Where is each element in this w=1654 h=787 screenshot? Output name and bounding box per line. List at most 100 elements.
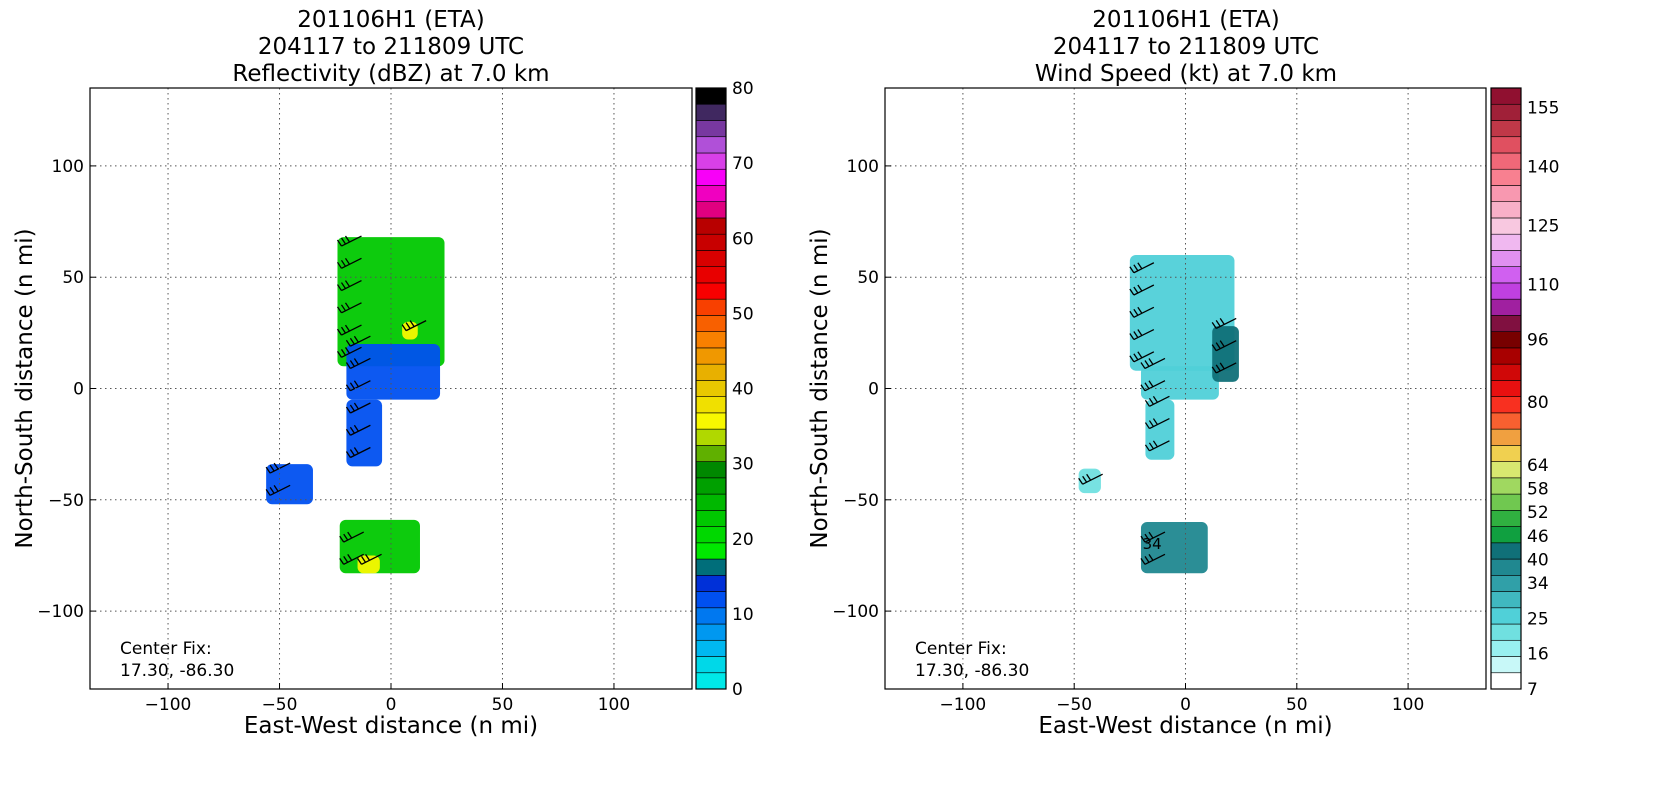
wind-barb	[1140, 357, 1166, 370]
colorbar-swatch	[1490, 623, 1522, 641]
wind-barb	[336, 279, 362, 292]
colorbar-swatch	[1490, 380, 1522, 397]
colorbar-swatch	[695, 87, 727, 105]
colorbar-tick-label: 125	[1527, 216, 1559, 236]
colorbar-swatch	[1490, 120, 1522, 138]
colorbar-tick-label: 80	[1527, 393, 1549, 413]
colorbar-swatch	[695, 623, 727, 641]
chart-panel-1: 201106H1 (ETA)204117 to 211809 UTCReflec…	[12, 7, 754, 739]
colorbar-swatch	[1490, 136, 1522, 154]
colorbar-tick-label: 0	[732, 680, 743, 700]
colorbar-tick-label: 30	[732, 455, 754, 475]
colorbar-swatch	[1490, 428, 1522, 446]
x-tick-label: −100	[145, 695, 192, 715]
colorbar-swatch	[695, 380, 727, 397]
colorbar-swatch	[695, 477, 727, 495]
colorbar-swatch	[695, 558, 727, 576]
wind-barb	[1140, 531, 1166, 543]
colorbar-swatch	[1490, 233, 1522, 251]
colorbar-swatch	[1490, 558, 1522, 576]
colorbar-tick-label: 10	[732, 605, 754, 625]
y-tick-label: 0	[73, 380, 84, 400]
colorbar-tick-label: 58	[1527, 480, 1549, 500]
colorbar-tick-label: 60	[732, 229, 754, 249]
colorbar-swatch	[1490, 152, 1522, 170]
colorbar-swatch	[1490, 542, 1522, 560]
x-tick-label: 0	[1180, 695, 1191, 715]
y-tick-label: 50	[857, 268, 879, 288]
colorbar-swatch	[695, 542, 727, 560]
colorbar: 0 10 20 30 40 50 60 70 80	[695, 79, 754, 700]
colorbar-tick-label: 96	[1527, 330, 1549, 350]
center-fix-label: Center Fix:	[120, 639, 212, 659]
colorbar-swatch	[695, 428, 727, 446]
colorbar-swatch	[695, 266, 727, 284]
wind-barb	[336, 346, 362, 358]
echo-region	[1212, 326, 1239, 382]
colorbar-swatch	[1490, 185, 1522, 203]
grid	[885, 88, 1486, 689]
colorbar-swatch	[695, 461, 727, 479]
colorbar-swatch	[1490, 347, 1522, 365]
y-tick-label: −100	[37, 602, 84, 622]
colorbar-tick-label: 52	[1527, 503, 1549, 523]
colorbar-tick-label: 25	[1527, 609, 1549, 629]
x-tick-label: 100	[1392, 695, 1424, 715]
colorbar-swatch	[695, 282, 727, 300]
colorbar-swatch	[695, 217, 727, 235]
echo-region	[266, 464, 313, 505]
chart-title-line-3: Reflectivity (dBZ) at 7.0 km	[232, 61, 549, 87]
x-tick-label: −100	[940, 695, 987, 715]
center-fix-value: 17.30, -86.30	[915, 661, 1029, 681]
colorbar-swatch	[695, 639, 727, 657]
colorbar-swatch	[1490, 656, 1522, 674]
colorbar-tick-label: 40	[1527, 550, 1549, 570]
colorbar-swatch	[695, 120, 727, 138]
colorbar-swatch	[1490, 445, 1522, 462]
colorbar-tick-label: 70	[732, 154, 754, 174]
wind-barb	[345, 357, 371, 370]
echo-region	[337, 237, 445, 367]
colorbar-tick-label: 80	[732, 79, 754, 99]
colorbar-swatch	[1490, 412, 1522, 430]
colorbar-swatch	[1490, 282, 1522, 300]
colorbar-swatch	[695, 607, 727, 625]
echo-region	[1129, 254, 1235, 371]
y-tick-label: 50	[62, 268, 84, 288]
colorbar-tick-label: 34	[1527, 574, 1549, 594]
x-axis-label: East-West distance (n mi)	[1038, 713, 1332, 739]
wind-barb	[1129, 328, 1155, 341]
colorbar-swatch	[1490, 461, 1522, 479]
y-tick-label: −50	[843, 491, 879, 511]
colorbar-swatch	[695, 412, 727, 430]
y-tick-label: −50	[48, 491, 84, 511]
wind-barb	[1144, 440, 1170, 452]
colorbar-swatch	[695, 493, 727, 511]
wind-barb	[1211, 317, 1237, 329]
colorbar-swatch	[695, 298, 727, 316]
wind-barb	[401, 320, 427, 332]
colorbar-swatch	[695, 574, 727, 592]
colorbar-swatch	[1490, 591, 1522, 609]
wind-barb	[345, 335, 371, 347]
colorbar-frame	[695, 87, 727, 690]
wind-barb	[1211, 340, 1237, 352]
colorbar-swatch	[695, 201, 727, 219]
wind-barb	[1144, 417, 1170, 430]
colorbar-swatch	[1490, 168, 1522, 186]
colorbar-swatch	[1490, 266, 1522, 284]
colorbar-swatch	[1490, 672, 1522, 690]
colorbar-swatch	[695, 152, 727, 170]
colorbar-swatch	[695, 396, 727, 414]
wind-barb	[345, 446, 371, 459]
colorbar-swatch	[1490, 510, 1522, 527]
wind-barb	[345, 380, 371, 392]
colorbar-swatch	[1490, 250, 1522, 267]
echo-region	[357, 555, 380, 574]
wind-barb	[357, 553, 382, 565]
colorbar-tick-label: 140	[1527, 158, 1559, 178]
colorbar-swatch	[1490, 396, 1522, 414]
colorbar-swatch	[1490, 574, 1522, 592]
echo-region	[1145, 399, 1175, 460]
colorbar-swatch	[695, 168, 727, 186]
